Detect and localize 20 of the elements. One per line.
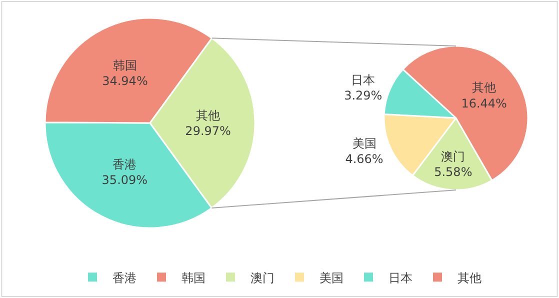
slice-label: 香港 <box>112 158 137 172</box>
data-label: 5.58% <box>434 165 472 180</box>
data-label: 16.44% <box>461 96 507 110</box>
data-label: 34.94% <box>102 74 148 88</box>
slice-label: 其他 <box>196 108 220 122</box>
data-label: 4.66% <box>345 152 384 166</box>
legend-label: 韩国 <box>182 270 206 285</box>
data-label: 29.97% <box>185 124 231 138</box>
legend-label: 其他 <box>458 270 482 285</box>
data-label: 3.29% <box>344 88 382 103</box>
category-label: 澳门 <box>250 270 274 285</box>
legend-label: 日本 <box>388 270 412 285</box>
legend-label: 美国 <box>320 270 344 285</box>
slice-label: 其他 <box>472 80 496 95</box>
slice-label: 美国 <box>352 136 376 150</box>
slice-label: 日本 <box>351 73 376 88</box>
slice-label: 澳门 <box>441 150 466 164</box>
legend-label: 香港 <box>112 270 136 285</box>
slice-label: 韩国 <box>112 58 137 73</box>
data-label: 35.09% <box>102 173 148 188</box>
